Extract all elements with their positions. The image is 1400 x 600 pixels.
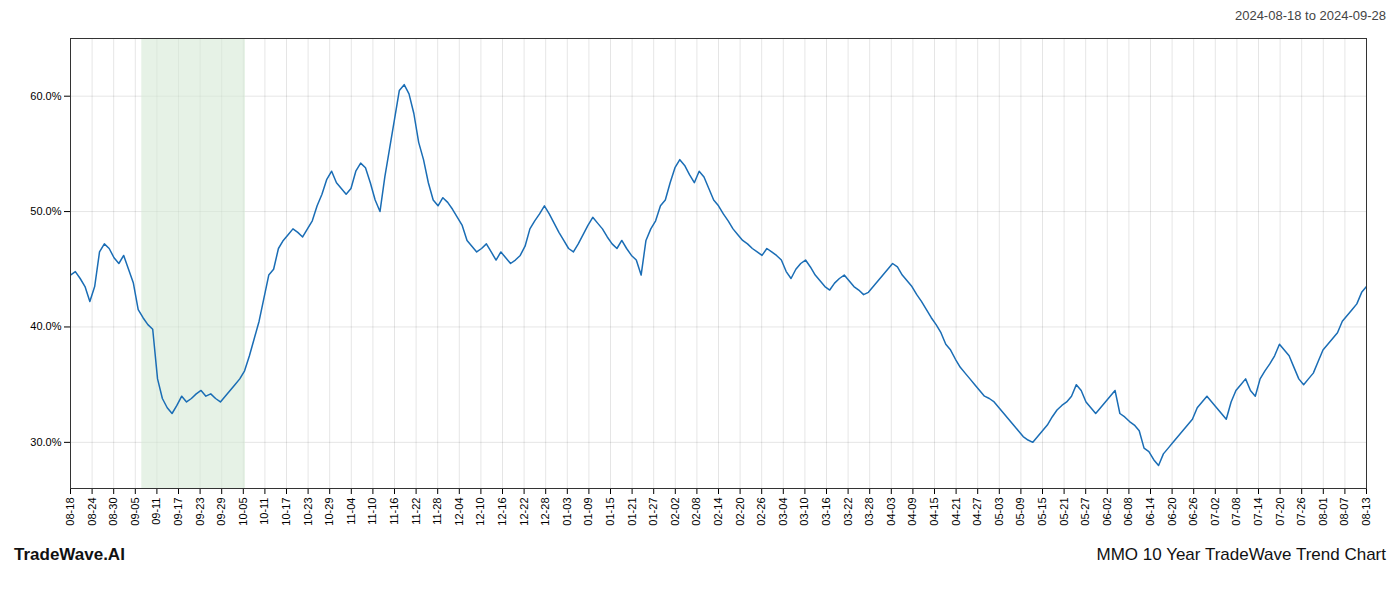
svg-text:06-08: 06-08	[1122, 498, 1134, 526]
svg-text:03-10: 03-10	[798, 498, 810, 526]
html-text:2024-08-18 to 2024-09-28: 2024-08-18 to 2024-09-28	[1234, 8, 1386, 23]
html-text:MMO 10 Year TradeWave Trend Ch: MMO 10 Year TradeWave Trend Chart	[1096, 545, 1386, 564]
svg-text:05-09: 05-09	[1014, 498, 1026, 526]
svg-text:11-22: 11-22	[410, 498, 422, 525]
svg-text:12-10: 12-10	[474, 498, 486, 526]
svg-text:08-07: 08-07	[1338, 498, 1350, 526]
svg-text:04-15: 04-15	[928, 498, 940, 526]
html-text:TradeWave.AI: TradeWave.AI	[14, 545, 125, 564]
svg-text:08-13: 08-13	[1360, 498, 1372, 526]
svg-text:08-18: 08-18	[64, 498, 76, 526]
svg-text:07-14: 07-14	[1252, 498, 1264, 526]
svg-text:05-15: 05-15	[1036, 498, 1048, 526]
svg-text:04-03: 04-03	[885, 498, 897, 526]
svg-text:02-20: 02-20	[734, 498, 746, 526]
svg-text:05-21: 05-21	[1058, 498, 1070, 526]
svg-text:09-11: 09-11	[150, 498, 162, 525]
svg-text:12-16: 12-16	[496, 498, 508, 526]
svg-text:03-16: 03-16	[820, 498, 832, 526]
svg-text:10-23: 10-23	[302, 498, 314, 526]
svg-text:06-20: 06-20	[1166, 498, 1178, 526]
svg-text:05-03: 05-03	[993, 498, 1005, 526]
svg-text:10-29: 10-29	[323, 498, 335, 526]
svg-text:11-16: 11-16	[388, 498, 400, 525]
svg-text:07-26: 07-26	[1295, 498, 1307, 526]
svg-text:12-04: 12-04	[453, 498, 465, 526]
svg-text:07-20: 07-20	[1274, 498, 1286, 526]
svg-text:11-28: 11-28	[431, 498, 443, 525]
svg-text:01-27: 01-27	[647, 498, 659, 526]
svg-text:08-24: 08-24	[86, 498, 98, 526]
svg-text:50.0%: 50.0%	[30, 205, 61, 217]
svg-text:07-02: 07-02	[1209, 498, 1221, 526]
svg-text:08-30: 08-30	[107, 498, 119, 526]
svg-text:02-08: 02-08	[690, 498, 702, 526]
svg-text:10-05: 10-05	[237, 498, 249, 526]
svg-text:03-28: 03-28	[863, 498, 875, 526]
svg-text:04-09: 04-09	[906, 498, 918, 526]
svg-text:12-22: 12-22	[518, 498, 530, 526]
svg-text:06-14: 06-14	[1144, 498, 1156, 526]
svg-text:03-22: 03-22	[842, 498, 854, 526]
svg-text:60.0%: 60.0%	[30, 90, 61, 102]
svg-text:01-21: 01-21	[626, 498, 638, 526]
svg-text:05-27: 05-27	[1079, 498, 1091, 526]
svg-text:30.0%: 30.0%	[30, 436, 61, 448]
svg-text:11-04: 11-04	[345, 498, 357, 525]
svg-text:02-02: 02-02	[669, 498, 681, 526]
svg-text:09-23: 09-23	[194, 498, 206, 526]
svg-text:06-26: 06-26	[1187, 498, 1199, 526]
svg-text:10-17: 10-17	[280, 498, 292, 526]
svg-text:11-10: 11-10	[366, 498, 378, 525]
svg-text:01-15: 01-15	[604, 498, 616, 526]
svg-text:03-04: 03-04	[777, 498, 789, 526]
svg-text:09-29: 09-29	[215, 498, 227, 526]
svg-text:02-14: 02-14	[712, 498, 724, 526]
svg-text:04-21: 04-21	[950, 498, 962, 526]
svg-text:40.0%: 40.0%	[30, 320, 61, 332]
svg-text:12-28: 12-28	[539, 498, 551, 526]
svg-text:04-27: 04-27	[971, 498, 983, 526]
svg-text:08-01: 08-01	[1317, 498, 1329, 526]
svg-text:01-03: 01-03	[561, 498, 573, 526]
svg-text:09-17: 09-17	[172, 498, 184, 526]
svg-text:06-02: 06-02	[1101, 498, 1113, 526]
svg-text:01-09: 01-09	[582, 498, 594, 526]
svg-text:09-05: 09-05	[129, 498, 141, 526]
svg-text:07-08: 07-08	[1230, 498, 1242, 526]
svg-text:10-11: 10-11	[258, 498, 270, 525]
svg-text:02-26: 02-26	[755, 498, 767, 526]
